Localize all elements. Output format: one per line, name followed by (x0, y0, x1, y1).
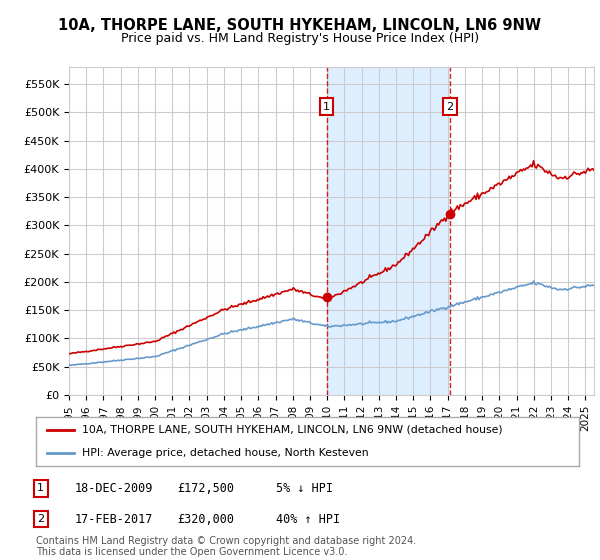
Text: £320,000: £320,000 (177, 512, 234, 526)
Text: 10A, THORPE LANE, SOUTH HYKEHAM, LINCOLN, LN6 9NW: 10A, THORPE LANE, SOUTH HYKEHAM, LINCOLN… (59, 18, 542, 33)
Text: 2: 2 (446, 102, 454, 112)
Text: 5% ↓ HPI: 5% ↓ HPI (276, 482, 333, 495)
Text: Price paid vs. HM Land Registry's House Price Index (HPI): Price paid vs. HM Land Registry's House … (121, 32, 479, 45)
Text: 18-DEC-2009: 18-DEC-2009 (75, 482, 154, 495)
Text: £172,500: £172,500 (177, 482, 234, 495)
Text: 10A, THORPE LANE, SOUTH HYKEHAM, LINCOLN, LN6 9NW (detached house): 10A, THORPE LANE, SOUTH HYKEHAM, LINCOLN… (82, 425, 503, 435)
Text: Contains HM Land Registry data © Crown copyright and database right 2024.
This d: Contains HM Land Registry data © Crown c… (36, 535, 416, 557)
Text: 1: 1 (37, 483, 44, 493)
Text: 1: 1 (323, 102, 330, 112)
Text: 40% ↑ HPI: 40% ↑ HPI (276, 512, 340, 526)
Text: 2: 2 (37, 514, 44, 524)
Text: 17-FEB-2017: 17-FEB-2017 (75, 512, 154, 526)
Text: HPI: Average price, detached house, North Kesteven: HPI: Average price, detached house, Nort… (82, 447, 369, 458)
